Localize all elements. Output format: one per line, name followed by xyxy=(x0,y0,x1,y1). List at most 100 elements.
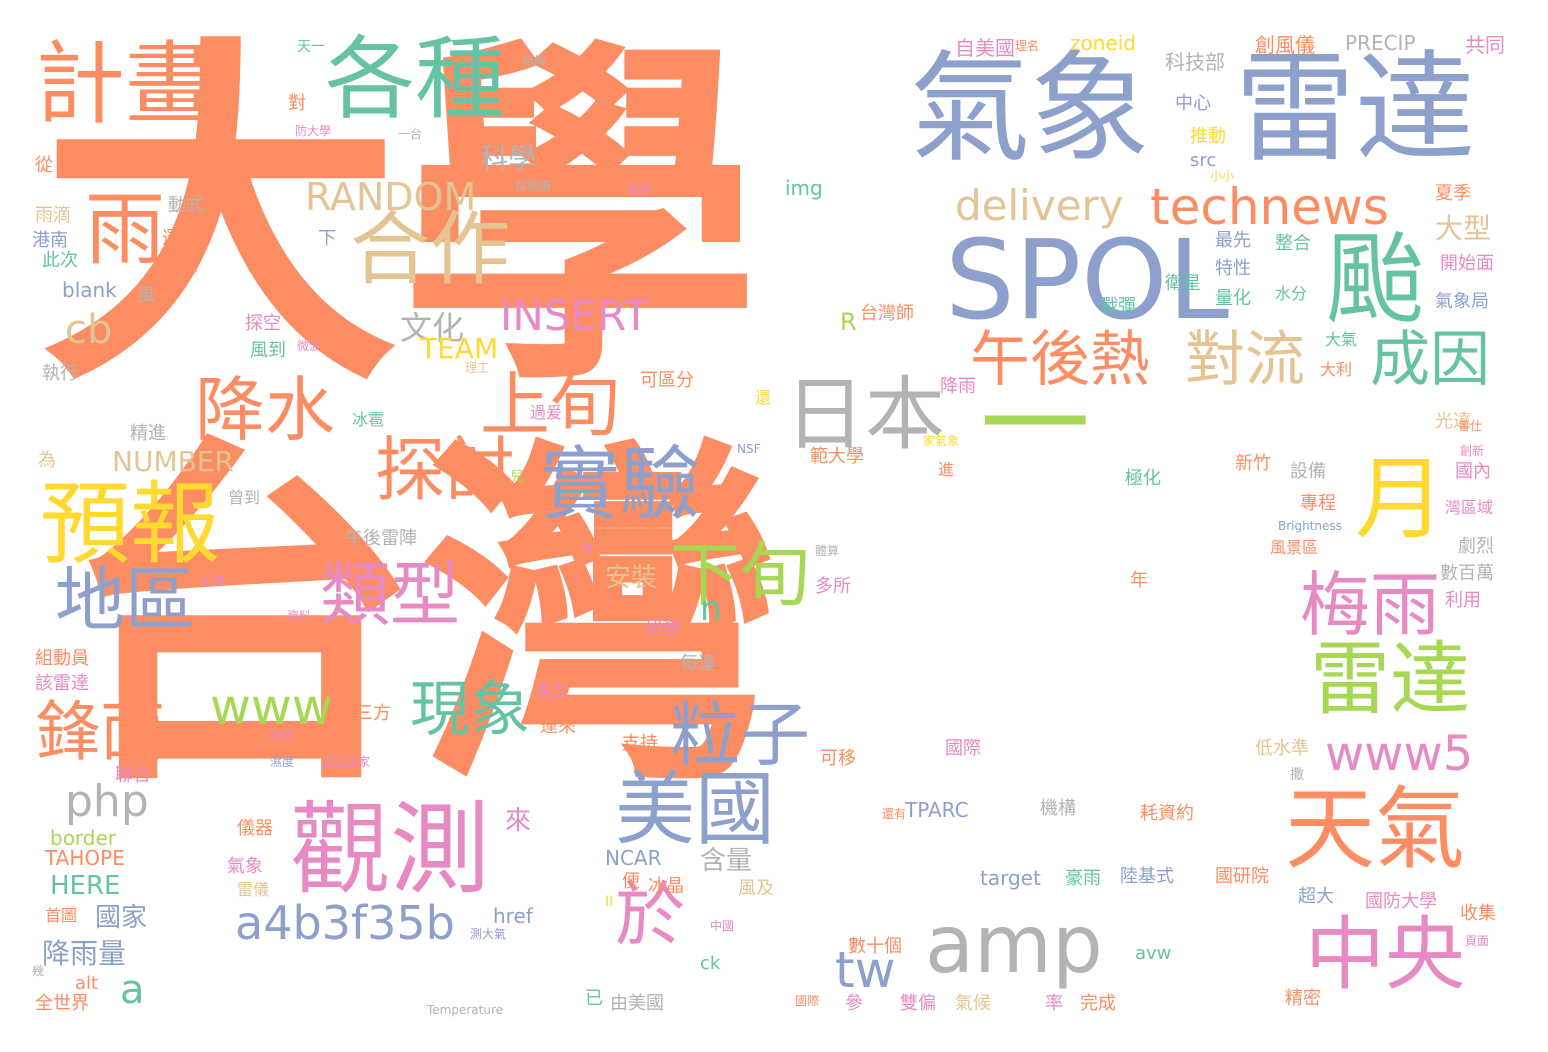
cloud-word: 探測儀 xyxy=(515,179,552,193)
cloud-word: 數十個 xyxy=(848,936,902,957)
cloud-word: 每逢 xyxy=(680,653,716,674)
cloud-word: 範大學 xyxy=(810,446,864,467)
cloud-word: 低水準 xyxy=(1255,738,1309,759)
cloud-word: php xyxy=(65,776,149,827)
cloud-word: 此次 xyxy=(42,250,78,271)
cloud-word: 台灣師 xyxy=(860,303,914,324)
cloud-word: 首圖 xyxy=(45,906,78,925)
cloud-word: 風及 xyxy=(738,878,774,899)
cloud-word: 風到 xyxy=(250,340,286,361)
cloud-word: 量化 xyxy=(1215,288,1251,309)
cloud-word: 午後雷陣 xyxy=(345,528,417,549)
cloud-word: 自美國 xyxy=(955,36,1015,60)
cloud-word: 創風儀 xyxy=(1255,33,1315,57)
cloud-word: 雷儀 xyxy=(237,880,270,899)
cloud-word: n xyxy=(700,589,722,629)
cloud-word: src xyxy=(1190,150,1217,171)
cloud-word: 中心 xyxy=(1175,93,1211,114)
cloud-word: 對流 xyxy=(1185,325,1305,395)
cloud-word: 來 xyxy=(505,806,532,836)
cloud-word: 鋒面 xyxy=(35,695,166,770)
cloud-word: 一台 xyxy=(398,127,423,141)
cloud-word: 還 xyxy=(755,388,772,407)
cloud-word: 各種 xyxy=(325,27,505,132)
cloud-word: 降水 xyxy=(195,369,335,451)
cloud-word: 從 xyxy=(35,155,53,176)
cloud-word: 國研院 xyxy=(1215,866,1269,887)
cloud-word: TPARC xyxy=(905,798,969,822)
cloud-word: TAHOPE xyxy=(45,846,125,870)
cloud-word: 冰晶 xyxy=(648,876,684,897)
cloud-word: 國際 xyxy=(270,729,295,743)
cloud-word: 含量 xyxy=(700,846,753,876)
cloud-word: 儀器 xyxy=(237,818,273,839)
cloud-word: ck xyxy=(700,953,721,974)
cloud-word: cb xyxy=(65,307,113,353)
cloud-word: 極化 xyxy=(1125,468,1161,489)
cloud-word: 幾 xyxy=(32,964,45,978)
cloud-word: 安裝 xyxy=(605,563,658,593)
cloud-word: 體算 xyxy=(815,544,840,558)
cloud-word: 儀器 xyxy=(627,182,652,196)
cloud-word: 梅雨 xyxy=(1300,564,1440,646)
cloud-word: avw xyxy=(1135,943,1172,964)
cloud-word: 曾到 xyxy=(228,488,261,507)
cloud-word: 雷達 xyxy=(1310,633,1470,726)
cloud-word: 粒子 xyxy=(670,694,810,776)
cloud-word: 測大氣 xyxy=(470,927,507,941)
cloud-word: 氣象 xyxy=(910,40,1150,179)
cloud-word: 創新 xyxy=(1460,444,1485,458)
cloud-word: 國際 xyxy=(795,994,820,1008)
cloud-word: 颱 xyxy=(1325,221,1425,338)
cloud-word: 文化 xyxy=(400,309,465,347)
cloud-word: 地區 xyxy=(55,559,195,641)
cloud-word: Brightness xyxy=(1278,519,1342,533)
cloud-word: 對 xyxy=(288,93,306,114)
cloud-word: 戰彈 xyxy=(1100,296,1136,317)
cloud-word: 氣候 xyxy=(955,993,991,1014)
cloud-word: border xyxy=(50,826,117,850)
cloud-word: technews xyxy=(1150,178,1389,236)
cloud-word: 國際 xyxy=(945,738,981,759)
cloud-word: 豪雨 xyxy=(1065,868,1101,889)
cloud-word: 午後熱 xyxy=(970,325,1150,395)
cloud-word: 年 xyxy=(1130,570,1148,591)
cloud-word: 過爰 xyxy=(530,403,563,422)
cloud-word: 小小 xyxy=(1210,169,1235,183)
cloud-word: 美金 xyxy=(535,681,568,700)
cloud-word: 冰雹 xyxy=(352,410,385,429)
cloud-word: 水分 xyxy=(1275,284,1308,303)
cloud-word: 可移 xyxy=(820,748,856,769)
cloud-word: 普仕 xyxy=(1458,419,1483,433)
cloud-word: 大利 xyxy=(1320,360,1353,379)
cloud-word: 港南 xyxy=(32,230,68,251)
cloud-word: href xyxy=(493,904,533,928)
cloud-word: a xyxy=(120,967,145,1013)
cloud-word: 一 xyxy=(980,361,1090,489)
cloud-word: 雷達 xyxy=(1235,40,1475,179)
cloud-word: HERE xyxy=(50,871,121,901)
cloud-word: INSERT xyxy=(500,291,649,340)
cloud-word: 上旬 xyxy=(480,364,620,446)
cloud-word: 還有 xyxy=(882,807,907,821)
cloud-word: 數百萬 xyxy=(1440,563,1494,584)
cloud-word: 由美國 xyxy=(610,993,664,1014)
cloud-word: NSF xyxy=(737,442,761,456)
cloud-word: target xyxy=(980,866,1041,890)
cloud-word: 光達 xyxy=(1435,411,1471,432)
cloud-word: 多所 xyxy=(815,576,851,597)
cloud-word: 設備 xyxy=(1290,461,1326,482)
cloud-word: 特性 xyxy=(1215,258,1251,279)
cloud-word: 撒 xyxy=(1290,767,1304,783)
cloud-word: 於 xyxy=(615,874,685,956)
cloud-word: 可區分 xyxy=(640,370,694,391)
cloud-word: 運來 xyxy=(540,716,576,737)
cloud-word: RANDOM xyxy=(305,175,477,219)
cloud-word: 兒 xyxy=(510,469,524,485)
cloud-word: 計畫 xyxy=(35,32,215,137)
cloud-word: R xyxy=(840,308,857,336)
cloud-word: 衛星 xyxy=(1165,273,1201,294)
cloud-word: 劇烈 xyxy=(1458,536,1494,557)
cloud-word: 月 xyxy=(1355,447,1445,552)
cloud-word: NCAR xyxy=(605,846,662,870)
